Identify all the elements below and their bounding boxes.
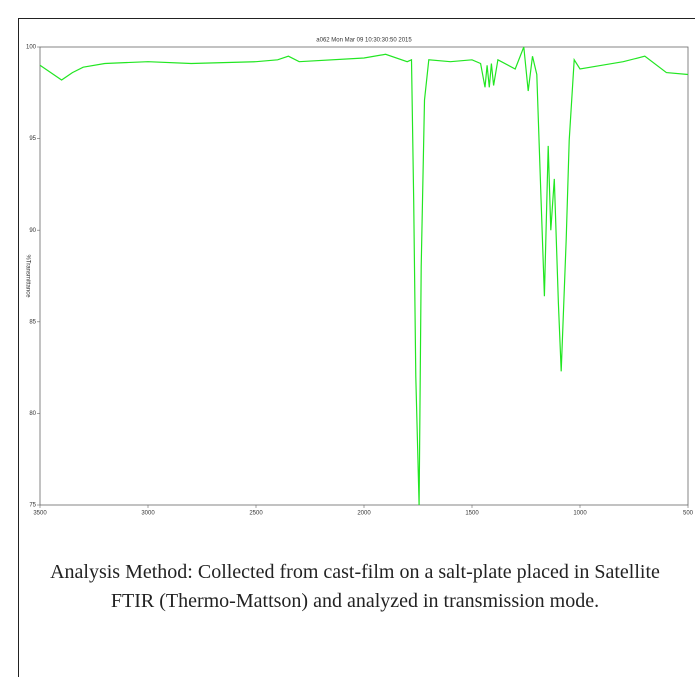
x-tick-label: 3000 [141,511,155,517]
spectrum-line [39,46,689,506]
y-tick-label: 100 [26,45,37,51]
chart: a062 Mon Mar 09 10:30:30:50 2015 75 80 85 9… [24,38,694,517]
y-tick-label: 75 [29,503,36,509]
x-tick-label: 1000 [573,511,587,517]
x-tick-label: 1500 [465,511,479,517]
chart-title: a062 Mon Mar 09 10:30:30:50 2015 [316,38,412,44]
y-tick-label: 95 [29,136,36,142]
x-tick-label: 500 [683,511,694,517]
x-tick-label: 3500 [33,511,47,517]
y-tick-label: 90 [29,228,36,234]
x-tick-label: 2000 [357,511,371,517]
plot-frame [39,46,689,506]
y-tick-label: 80 [29,411,36,417]
frame [18,18,695,677]
x-tick-label: 2500 [249,511,263,517]
y-axis-label: %Transmittance [24,254,30,298]
caption: Analysis Method: Collected from cast-fil… [50,561,660,612]
y-tick-label: 85 [29,319,36,325]
